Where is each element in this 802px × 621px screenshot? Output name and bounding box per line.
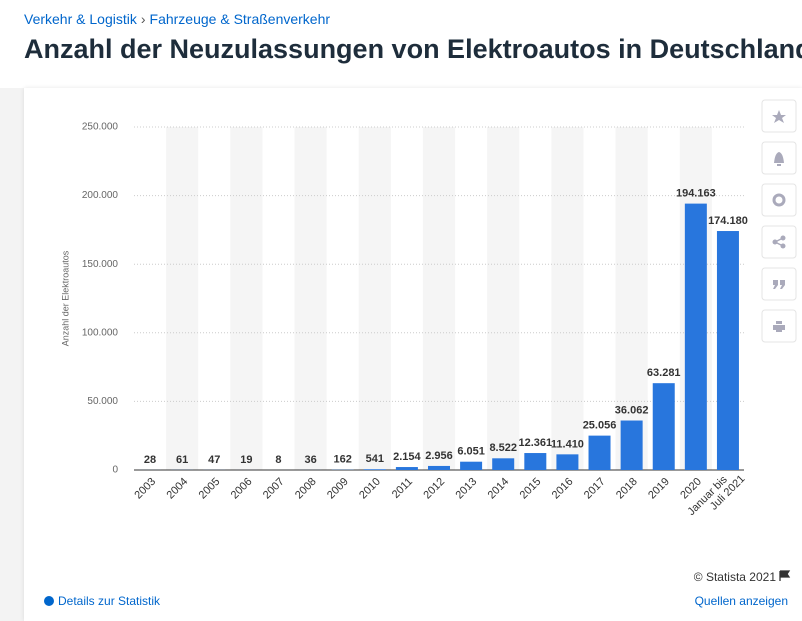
value-label: 63.281 xyxy=(647,367,681,379)
value-label: 28 xyxy=(144,454,156,466)
bar xyxy=(684,203,707,470)
share-button[interactable] xyxy=(761,225,797,259)
details-link[interactable]: Details zur Statistik xyxy=(58,594,161,608)
bar xyxy=(395,467,418,470)
x-tick-label: 2006 xyxy=(229,476,255,502)
bar xyxy=(460,461,483,470)
header: Verkehr & Logistik › Fahrzeuge & Straßenve… xyxy=(0,0,802,88)
x-tick-label: Januar bis Juli 2021 xyxy=(685,464,747,526)
bar xyxy=(652,383,675,470)
x-tick-label: 2013 xyxy=(453,476,479,502)
bar xyxy=(524,453,547,470)
value-label: 47 xyxy=(208,454,220,466)
y-tick-label: 50.000 xyxy=(87,396,118,407)
value-label: 174.180 xyxy=(708,215,748,227)
value-label: 8.522 xyxy=(489,442,517,454)
x-tick-label: 2016 xyxy=(550,476,576,502)
bar xyxy=(363,469,386,470)
x-tick-label: 2003 xyxy=(132,476,158,502)
value-label: 2.956 xyxy=(425,450,453,462)
y-tick-label: 150.000 xyxy=(82,259,119,270)
column-stripe xyxy=(615,127,648,470)
breadcrumb: Verkehr & Logistik › Fahrzeuge & Straßenve… xyxy=(24,11,330,27)
value-label: 61 xyxy=(176,454,188,466)
bar xyxy=(588,435,611,470)
breadcrumb-link[interactable]: Verkehr & Logistik xyxy=(24,11,137,27)
column-stripe xyxy=(230,127,263,470)
value-label: 541 xyxy=(366,453,384,465)
value-label: 11.410 xyxy=(551,438,584,450)
share-icon xyxy=(772,235,786,249)
value-label: 36.062 xyxy=(615,404,649,416)
x-tick-label: 2010 xyxy=(357,476,383,502)
copyright: © Statista 2021 xyxy=(693,570,776,584)
value-label: 25.056 xyxy=(583,420,617,432)
cite-button[interactable] xyxy=(761,267,797,301)
info-icon xyxy=(44,596,54,606)
y-tick-label: 250.000 xyxy=(82,122,119,133)
separator: › xyxy=(140,11,146,27)
settings-button[interactable] xyxy=(761,183,797,217)
x-tick-label: 2014 xyxy=(486,476,512,502)
x-tick-label: 2011 xyxy=(390,476,415,501)
sources-link[interactable]: Quellen anzeigen xyxy=(694,594,788,608)
quote-icon xyxy=(773,280,785,289)
print-icon xyxy=(773,321,785,332)
x-tick-label: 2008 xyxy=(293,476,319,502)
card xyxy=(24,88,802,621)
y-axis-label: Anzahl der Elektroautos xyxy=(60,250,70,346)
bar xyxy=(716,231,739,470)
column-stripe xyxy=(487,127,520,470)
breadcrumb-link[interactable]: Fahrzeuge & Straßenverkehr xyxy=(149,11,331,27)
x-tick-label: 2009 xyxy=(325,476,351,502)
value-label: 12.361 xyxy=(518,437,552,449)
bar xyxy=(428,465,450,470)
bar xyxy=(556,454,579,470)
value-label: 162 xyxy=(334,454,352,466)
y-tick-label: 200.000 xyxy=(82,190,119,201)
value-label: 8 xyxy=(275,454,281,466)
column-stripe xyxy=(358,127,391,470)
bell-icon xyxy=(774,152,784,166)
x-tick-label: 2005 xyxy=(197,476,223,502)
value-label: 194.163 xyxy=(676,188,716,200)
value-label: 2.154 xyxy=(393,451,421,463)
x-tick-label: 2017 xyxy=(582,476,608,502)
bar xyxy=(620,420,643,470)
x-tick-label: 2015 xyxy=(518,476,544,502)
value-label: 19 xyxy=(240,454,252,466)
x-tick-label: 2019 xyxy=(646,476,672,502)
value-label: 6.051 xyxy=(457,446,485,458)
bar xyxy=(492,458,515,470)
x-tick-label: 2007 xyxy=(261,476,287,502)
column-stripe xyxy=(551,127,584,470)
column-stripe xyxy=(422,127,456,470)
column-stripe xyxy=(166,127,199,470)
star-icon xyxy=(772,110,786,123)
x-tick-label: 2004 xyxy=(165,476,191,502)
gear-icon xyxy=(772,193,786,207)
x-tick-label: 2018 xyxy=(614,476,640,502)
flag-icon[interactable] xyxy=(779,570,791,581)
value-label: 36 xyxy=(304,454,316,466)
x-tick-label: 2012 xyxy=(421,476,447,502)
column-stripe xyxy=(294,127,327,470)
toolbar xyxy=(761,99,797,343)
y-tick-label: 100.000 xyxy=(82,327,119,338)
y-tick-label: 0 xyxy=(112,465,118,476)
page-title: Anzahl der Neuzulassungen von Elektroaut… xyxy=(24,34,802,64)
